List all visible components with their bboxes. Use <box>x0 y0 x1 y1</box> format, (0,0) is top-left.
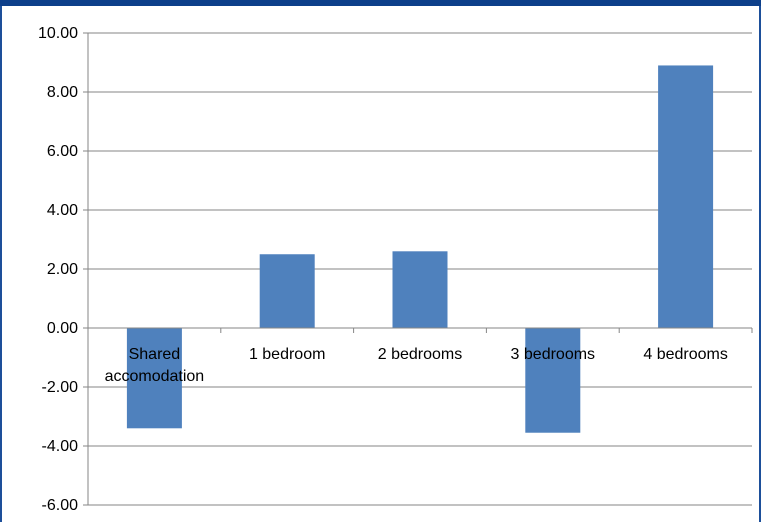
axes <box>83 32 753 506</box>
x-tick-label: 3 bedrooms <box>511 346 596 363</box>
y-tick-label: 10.00 <box>38 25 78 42</box>
x-tick-label: Shared accomodation <box>105 346 205 385</box>
labels: 10.00 8.00 6.00 4.00 2.00 0.00 -2.00 -4.00 -6.00… <box>38 25 728 514</box>
y-tick-label: 2.00 <box>47 261 78 278</box>
bars <box>126 65 714 433</box>
y-tick-label: -4.00 <box>42 438 79 455</box>
frame-left-border <box>0 6 2 522</box>
x-tick-label: 4 bedrooms <box>643 346 728 363</box>
frame-top-band <box>0 0 761 6</box>
bar-3 <box>525 328 581 433</box>
y-tick-label: -2.00 <box>42 379 79 396</box>
y-tick-label: 6.00 <box>47 143 78 160</box>
y-tick-label: 8.00 <box>47 84 78 101</box>
bar-4 <box>658 65 714 328</box>
bar-2 <box>392 251 448 328</box>
x-tick-label: 1 bedroom <box>249 346 326 363</box>
y-tick-label: 4.00 <box>47 202 78 219</box>
y-tick-label: 0.00 <box>47 320 78 337</box>
bar-0 <box>126 328 182 429</box>
bar-1 <box>259 254 315 328</box>
frame-right-border <box>759 6 761 522</box>
y-tick-label: -6.00 <box>42 497 79 514</box>
x-tick-label: 2 bedrooms <box>378 346 463 363</box>
